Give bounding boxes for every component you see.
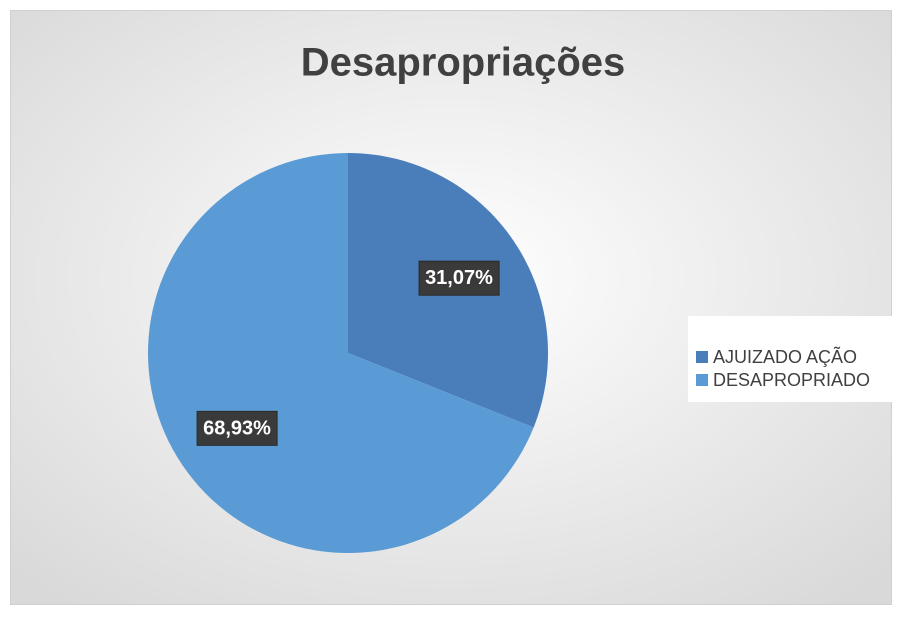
legend-label: AJUIZADO AÇÃO [713,346,857,367]
legend-box [688,316,892,402]
data-label-box [418,260,500,296]
data-label: 31,07% [425,267,493,289]
data-label: 68,93% [203,417,271,439]
legend-swatch [696,351,708,363]
chart-title: Desapropriações [301,41,626,85]
data-label-box [196,410,278,446]
pie-slice [148,153,534,553]
legend-label: DESAPROPRIADO [713,370,870,390]
legend-swatch [696,374,708,386]
